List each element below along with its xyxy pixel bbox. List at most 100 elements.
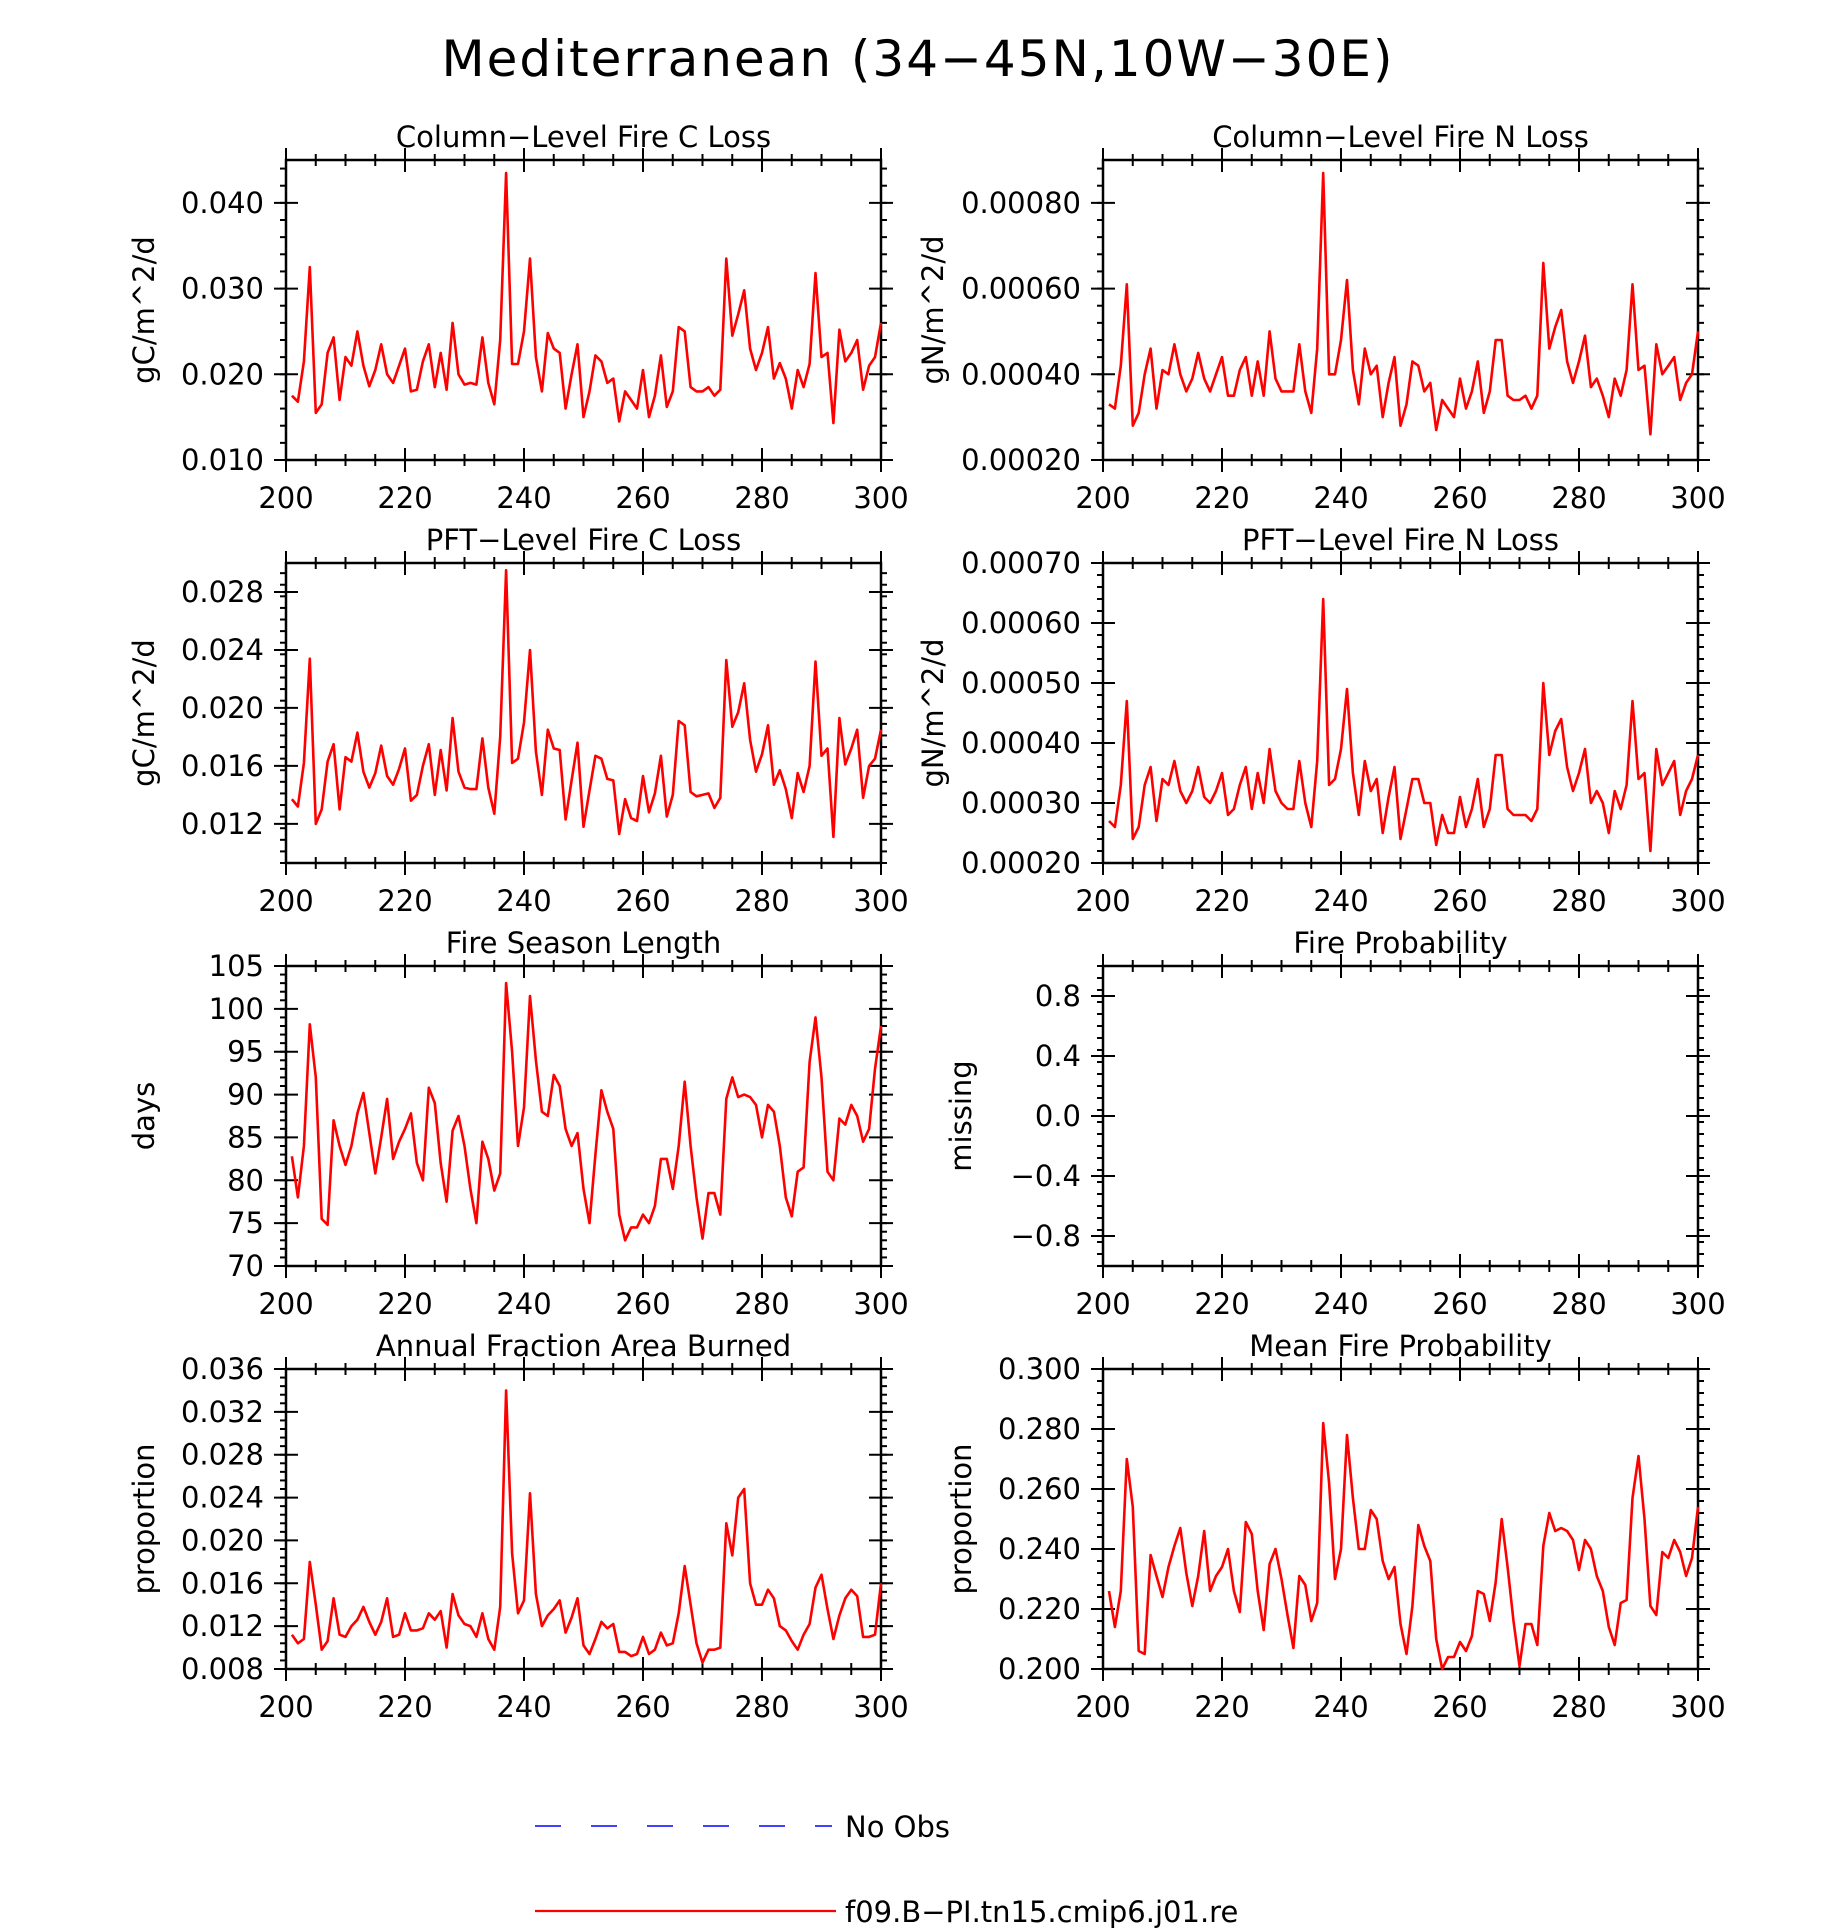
x-tick-label: 260	[615, 481, 670, 515]
x-tick-label: 240	[1313, 884, 1368, 918]
plot-frame	[1101, 964, 1700, 1268]
x-tick-label: 220	[1194, 1287, 1249, 1321]
panel-title: PFT−Level Fire C Loss	[426, 523, 742, 557]
series-line-0	[1108, 597, 1700, 853]
y-tick-label: 0.00040	[961, 357, 1081, 391]
y-tick-label: 0.028	[181, 1438, 264, 1472]
plot-frame	[284, 1367, 883, 1671]
series-line-0	[290, 171, 883, 425]
y-tick-label: 0.020	[181, 691, 264, 725]
legend-label-no-obs: No Obs	[845, 1810, 950, 1844]
y-tick-label: 0.028	[181, 575, 264, 609]
x-tick-label: 220	[1194, 884, 1249, 918]
y-tick-label: 0.240	[998, 1532, 1081, 1566]
chart-panel-5: Fire Probability 200 220 240 260 280 300 −0.8 −0…	[944, 926, 1726, 1321]
x-tick-label: 200	[1075, 1287, 1130, 1321]
x-tick-label: 220	[377, 1690, 432, 1724]
y-tick-label: 0.00080	[961, 186, 1081, 220]
x-tick-label: 260	[615, 1690, 670, 1724]
x-tick-label: 220	[1194, 481, 1249, 515]
y-tick-label: 0.00040	[961, 726, 1081, 760]
y-tick-label: 0.00020	[961, 846, 1081, 880]
y-axis-label: gC/m^2/d	[127, 639, 161, 787]
x-tick-label: 200	[258, 1690, 313, 1724]
y-tick-label: 0.8	[1035, 979, 1081, 1013]
legend-label-model-run: f09.B−PI.tn15.cmip6.j01.re	[845, 1895, 1238, 1929]
y-tick-label: 0.020	[181, 1523, 264, 1557]
panel-title: PFT−Level Fire N Loss	[1242, 523, 1559, 557]
x-tick-label: 260	[1432, 1690, 1487, 1724]
y-tick-label: 0.040	[181, 186, 264, 220]
panel-title: Fire Season Length	[446, 926, 721, 960]
y-tick-label: −0.4	[1011, 1159, 1081, 1193]
plot-frame	[284, 964, 883, 1268]
y-tick-label: 0.012	[181, 1609, 264, 1643]
y-axis-label: days	[127, 1082, 161, 1150]
y-tick-label: 105	[209, 949, 264, 983]
x-tick-label: 300	[1670, 481, 1725, 515]
y-tick-label: −0.8	[1011, 1219, 1081, 1253]
y-tick-label: 0.016	[181, 749, 264, 783]
x-tick-label: 280	[1551, 884, 1606, 918]
x-tick-label: 300	[1670, 1690, 1725, 1724]
series-line-0	[1108, 171, 1700, 436]
x-tick-label: 260	[1432, 1287, 1487, 1321]
y-tick-label: 100	[209, 992, 264, 1026]
x-tick-label: 300	[1670, 1287, 1725, 1321]
y-tick-label: 0.016	[181, 1566, 264, 1600]
legend: No Obs f09.B−PI.tn15.cmip6.j01.re	[535, 1810, 1238, 1929]
panel-title: Column−Level Fire C Loss	[396, 120, 771, 154]
y-tick-label: 0.00030	[961, 786, 1081, 820]
y-tick-label: 0.00060	[961, 272, 1081, 306]
x-tick-label: 280	[1551, 481, 1606, 515]
x-tick-label: 240	[1313, 1690, 1368, 1724]
x-tick-label: 200	[1075, 1690, 1130, 1724]
x-tick-label: 260	[615, 1287, 670, 1321]
y-tick-label: 0.008	[181, 1652, 264, 1686]
x-tick-label: 200	[1075, 884, 1130, 918]
x-tick-label: 280	[734, 481, 789, 515]
x-tick-label: 300	[853, 1690, 908, 1724]
y-tick-label: 0.012	[181, 807, 264, 841]
series-line-0	[290, 1389, 883, 1664]
x-tick-label: 200	[258, 1287, 313, 1321]
panel-title: Column−Level Fire N Loss	[1212, 120, 1589, 154]
y-tick-label: 0.00060	[961, 606, 1081, 640]
x-tick-label: 240	[496, 1690, 551, 1724]
y-axis-label: proportion	[944, 1443, 978, 1594]
x-tick-label: 300	[853, 884, 908, 918]
y-axis-label: proportion	[127, 1443, 161, 1594]
y-tick-label: 0.00050	[961, 666, 1081, 700]
x-tick-label: 200	[258, 884, 313, 918]
y-tick-label: 0.260	[998, 1472, 1081, 1506]
y-axis-label: gC/m^2/d	[127, 236, 161, 384]
y-tick-label: 0.036	[181, 1352, 264, 1386]
y-tick-label: 0.200	[998, 1652, 1081, 1686]
x-tick-label: 260	[1432, 884, 1487, 918]
y-axis-label: gN/m^2/d	[916, 235, 950, 384]
y-tick-label: 0.030	[181, 272, 264, 306]
y-tick-label: 0.00070	[961, 546, 1081, 580]
x-tick-label: 280	[1551, 1287, 1606, 1321]
y-axis-label: gN/m^2/d	[916, 638, 950, 787]
y-tick-label: 0.024	[181, 633, 264, 667]
y-tick-label: 0.032	[181, 1395, 264, 1429]
y-tick-label: 0.024	[181, 1481, 264, 1515]
y-tick-label: 90	[227, 1078, 264, 1112]
chart-panels: Column−Level Fire C Loss 200 220 240 260 280 3…	[127, 120, 1726, 1724]
y-tick-label: 0.0	[1035, 1099, 1081, 1133]
x-tick-label: 300	[1670, 884, 1725, 918]
y-axis-label: missing	[944, 1060, 978, 1171]
y-tick-label: 70	[227, 1249, 264, 1283]
series-line-0	[290, 568, 883, 839]
y-tick-label: 75	[227, 1206, 264, 1240]
y-tick-label: 0.220	[998, 1592, 1081, 1626]
figure-title: Mediterranean (34−45N,10W−30E)	[441, 30, 1394, 88]
x-tick-label: 200	[1075, 481, 1130, 515]
series-line-0	[290, 981, 883, 1242]
plot-frame	[1101, 561, 1700, 865]
x-tick-label: 240	[496, 884, 551, 918]
panel-title: Mean Fire Probability	[1249, 1329, 1552, 1363]
y-tick-label: 0.020	[181, 357, 264, 391]
